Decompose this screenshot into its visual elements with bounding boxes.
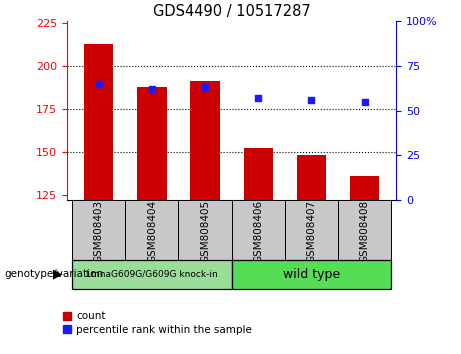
Text: LmnaG609G/G609G knock-in: LmnaG609G/G609G knock-in [86,270,218,279]
Text: GSM808408: GSM808408 [360,200,370,263]
Bar [297,155,326,200]
Text: GSM808405: GSM808405 [200,200,210,263]
Point [254,95,262,101]
Bar [231,200,285,260]
Text: GSM808407: GSM808407 [307,200,316,263]
Point [201,85,209,90]
Bar [137,87,166,200]
Point [307,97,315,103]
Bar [72,260,231,289]
Text: GSM808404: GSM808404 [147,200,157,263]
Bar [285,200,338,260]
Bar [338,200,391,260]
Point [361,99,368,104]
Text: wild type: wild type [283,268,340,281]
Bar [125,200,178,260]
Point [148,86,156,92]
Text: GSM808403: GSM808403 [94,200,104,263]
Text: ▶: ▶ [53,268,62,281]
Text: GSM808406: GSM808406 [253,200,263,263]
Bar [243,148,273,200]
Bar [190,81,220,200]
Legend: count, percentile rank within the sample: count, percentile rank within the sample [63,312,252,335]
Bar [350,176,379,200]
Text: genotype/variation: genotype/variation [5,269,104,279]
Point [95,81,102,87]
Title: GDS4490 / 10517287: GDS4490 / 10517287 [153,4,311,19]
Bar [231,260,391,289]
Bar [84,44,113,200]
Bar [72,200,125,260]
Bar [178,200,231,260]
